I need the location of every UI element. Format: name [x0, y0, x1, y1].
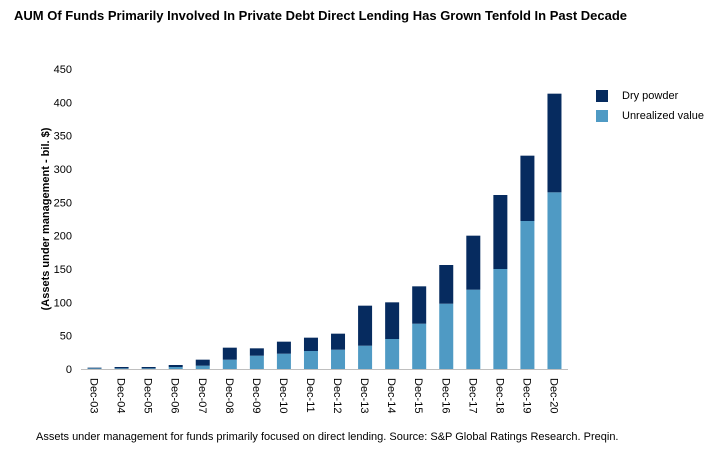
x-tick-label: Dec-04 [115, 378, 127, 413]
y-tick-label: 50 [60, 331, 72, 343]
bar-dry-powder [385, 302, 400, 339]
bar-unrealized-value [412, 323, 427, 369]
bar-unrealized-value [168, 367, 183, 369]
x-tick-label: Dec-10 [277, 378, 289, 413]
x-tick-label: Dec-06 [169, 378, 181, 413]
x-tick-label: Dec-18 [493, 378, 505, 413]
bar-unrealized-value [303, 351, 318, 369]
bar-unrealized-value [331, 349, 346, 369]
bar-unrealized-value [466, 289, 481, 369]
bar-dry-powder [466, 235, 481, 290]
x-tick-label: Dec-09 [250, 378, 262, 413]
bar-unrealized-value [358, 345, 373, 369]
y-tick-label: 250 [54, 197, 72, 209]
x-tick-label: Dec-05 [142, 378, 154, 413]
bar-dry-powder [331, 333, 346, 350]
x-tick-label: Dec-16 [439, 378, 451, 413]
y-tick-label: 150 [54, 264, 72, 276]
bar-unrealized-value [141, 368, 156, 369]
y-axis-title: (Assets under management - bil. $) [40, 127, 52, 310]
bar-dry-powder [195, 359, 210, 366]
bar-dry-powder [141, 367, 156, 369]
y-tick-label: 300 [54, 164, 72, 176]
legend-item-unrealized-value: Unrealized value [596, 109, 704, 123]
chart-title: AUM Of Funds Primarily Involved In Priva… [14, 8, 628, 23]
bar-dry-powder [276, 341, 291, 354]
y-tick-label: 200 [54, 231, 72, 243]
bar-unrealized-value [520, 221, 535, 369]
legend: Dry powder Unrealized value [596, 89, 704, 129]
bar-unrealized-value [385, 339, 400, 369]
bar-unrealized-value [493, 269, 508, 369]
legend-swatch-dry-powder [596, 90, 608, 102]
y-tick-label: 0 [66, 364, 72, 376]
bar-unrealized-value [195, 365, 210, 369]
bar-dry-powder [439, 265, 454, 304]
x-tick-label: Dec-11 [304, 378, 316, 413]
x-tick-label: Dec-13 [358, 378, 370, 413]
bar-dry-powder [358, 305, 373, 346]
legend-label-dry-powder: Dry powder [622, 90, 679, 102]
bar-unrealized-value [439, 303, 454, 369]
legend-swatch-unrealized-value [596, 110, 608, 122]
y-axis: 0 50 100 150 200 250 300 350 400 450 [54, 64, 568, 376]
bar-dry-powder [493, 195, 508, 269]
bar-dry-powder [412, 286, 427, 324]
x-tick-label: Dec-12 [331, 378, 343, 413]
bar-unrealized-value [114, 368, 129, 369]
x-tick-label: Dec-19 [520, 378, 532, 413]
legend-label-unrealized-value: Unrealized value [622, 110, 704, 122]
x-tick-label: Dec-14 [385, 378, 397, 413]
x-tick-label: Dec-20 [547, 378, 559, 413]
x-tick-label: Dec-08 [223, 378, 235, 413]
y-tick-label: 450 [54, 64, 72, 76]
y-tick-label: 100 [54, 297, 72, 309]
y-tick-label: 350 [54, 131, 72, 143]
bar-dry-powder [547, 93, 562, 193]
bar-unrealized-value [222, 359, 237, 369]
bar-unrealized-value [547, 192, 562, 369]
x-tick-label: Dec-15 [412, 378, 424, 413]
bars [87, 93, 562, 369]
bar-unrealized-value [276, 353, 291, 369]
bar-dry-powder [222, 347, 237, 360]
legend-item-dry-powder: Dry powder [596, 89, 704, 103]
bar-dry-powder [249, 348, 264, 356]
x-axis: Dec-03 Dec-04 Dec-05 Dec-06 Dec-07 Dec-08 Dec-… [88, 378, 560, 413]
footnote: Assets under management for funds primar… [36, 431, 619, 443]
bar-dry-powder [520, 155, 535, 221]
bar-dry-powder [303, 337, 318, 351]
bar-dry-powder [114, 367, 129, 369]
bar-dry-powder [168, 365, 183, 367]
bar-dry-powder [87, 367, 102, 369]
bar-unrealized-value [87, 368, 102, 369]
x-tick-label: Dec-03 [88, 378, 100, 413]
x-tick-label: Dec-07 [196, 378, 208, 413]
y-tick-label: 400 [54, 97, 72, 109]
bar-unrealized-value [249, 355, 264, 369]
x-tick-label: Dec-17 [466, 378, 478, 413]
